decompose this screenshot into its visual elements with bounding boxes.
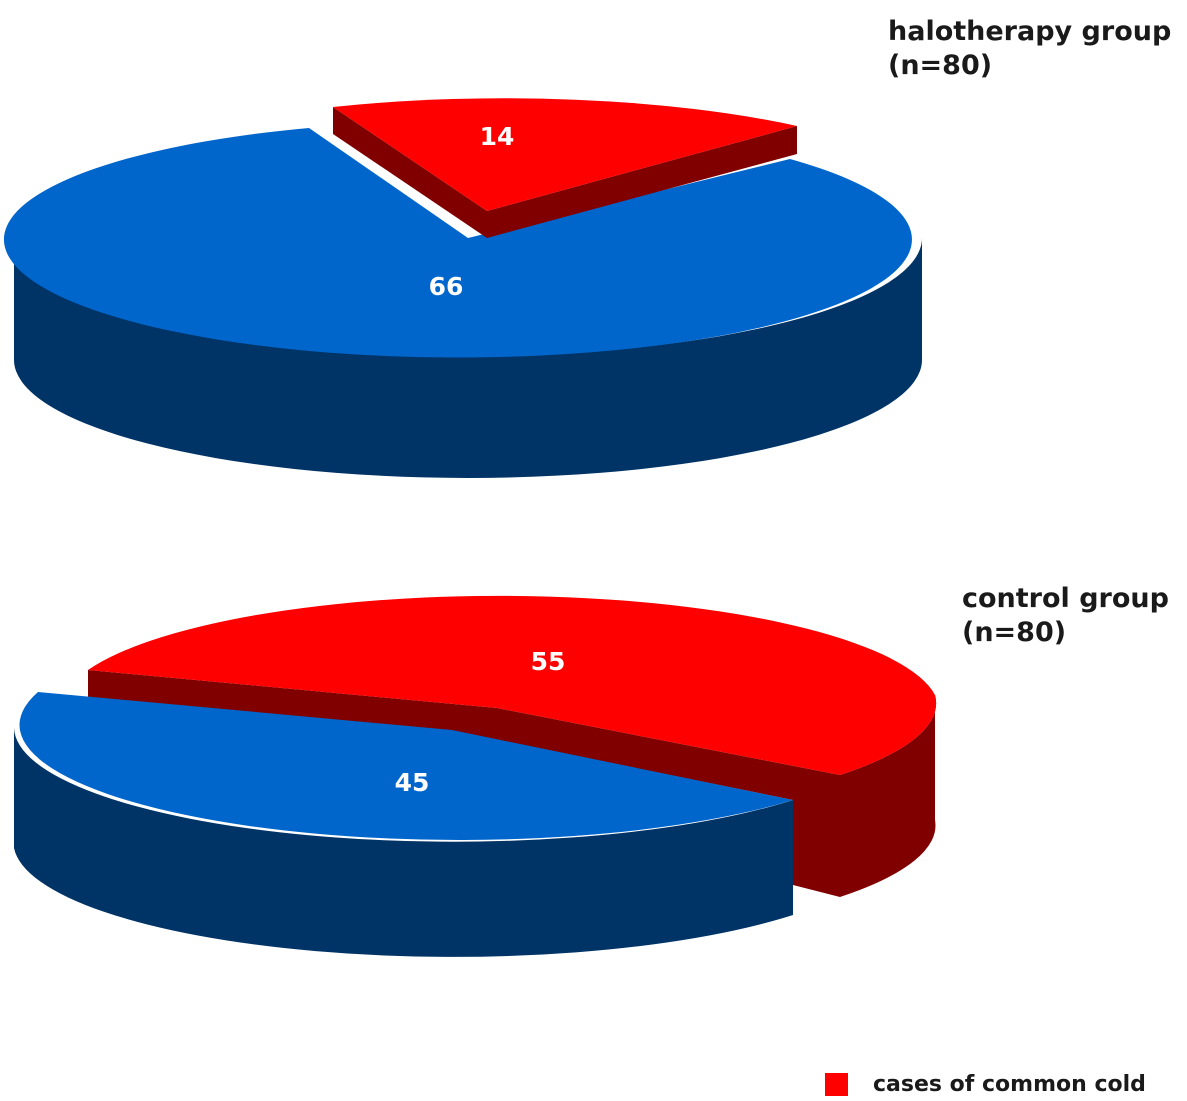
control-slice-55-side-front xyxy=(497,708,840,897)
control-group-title: control group (n=80) xyxy=(962,582,1169,650)
halotherapy-slice-14 xyxy=(333,98,797,211)
halotherapy-pie-chart: 14 66 xyxy=(3,98,922,478)
legend-label-common-cold: cases of common cold xyxy=(873,1071,1146,1097)
halotherapy-slice-14-label: 14 xyxy=(480,122,515,151)
control-slice-55-side xyxy=(88,670,497,740)
halotherapy-group-count: (n=80) xyxy=(888,50,993,81)
halotherapy-slice-66 xyxy=(3,128,912,358)
halotherapy-slice-14-side xyxy=(333,107,487,238)
halotherapy-slice-66-side xyxy=(14,238,922,478)
control-slice-55-label: 55 xyxy=(531,647,566,676)
chart-legend: cases of common cold xyxy=(825,1070,1146,1098)
control-pie-chart: 55 45 xyxy=(14,595,937,957)
control-slice-45 xyxy=(19,692,794,840)
halotherapy-group-title: halotherapy group (n=80) xyxy=(888,15,1171,83)
control-slice-55-side-outer xyxy=(840,695,937,897)
halotherapy-slice-14-side-outer xyxy=(487,126,797,238)
halotherapy-slice-66-label: 66 xyxy=(429,272,464,301)
halotherapy-group-name: halotherapy group xyxy=(888,16,1172,47)
legend-swatch-common-cold xyxy=(825,1072,848,1096)
control-slice-45-side xyxy=(14,728,793,957)
control-group-name: control group xyxy=(962,583,1169,614)
control-group-count: (n=80) xyxy=(962,617,1067,648)
control-slice-55 xyxy=(88,595,937,775)
control-slice-45-label: 45 xyxy=(395,768,430,797)
